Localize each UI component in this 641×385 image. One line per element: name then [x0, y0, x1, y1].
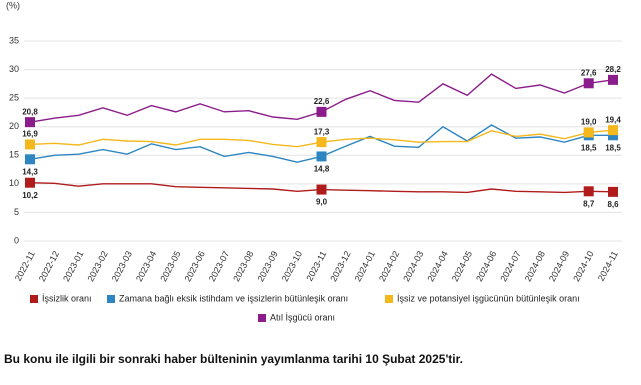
point-marker [608, 74, 618, 85]
y-tick-label: 20 [9, 121, 19, 131]
x-tick-label: 2023-08 [231, 249, 255, 283]
legend-label: Atıl İşgücü oranı [270, 312, 335, 322]
value-label: 10,2 [22, 191, 38, 200]
value-label: 14,3 [22, 167, 38, 176]
x-tick-label: 2023-07 [207, 249, 231, 283]
point-marker [608, 130, 618, 141]
footer-note: Bu konu ile ilgili bir sonraki haber bül… [4, 352, 463, 366]
point-marker [583, 78, 594, 89]
y-tick-label: 0 [14, 235, 19, 245]
legend-label: İşsizlik oranı [42, 293, 92, 303]
point-marker [608, 186, 618, 197]
x-tick-label: 2022-12 [37, 249, 61, 283]
x-tick-label: 2023-09 [255, 249, 279, 283]
y-tick-label: 25 [9, 93, 19, 103]
legend-swatch [385, 295, 393, 303]
y-tick-label: 15 [9, 150, 19, 160]
point-marker [25, 177, 35, 188]
x-tick-label: 2024-09 [547, 249, 571, 283]
value-label: 8,6 [607, 200, 619, 209]
y-axis-label: (%) [6, 0, 20, 10]
value-label: 22,6 [314, 97, 330, 106]
x-tick-label: 2023-02 [85, 249, 109, 283]
x-tick-label: 2024-08 [523, 249, 547, 283]
y-tick-label: 5 [14, 207, 19, 217]
x-tick-label: 2023-10 [280, 249, 304, 283]
point-marker [316, 106, 327, 117]
x-tick-label: 2023-12 [328, 249, 352, 283]
x-tick-label: 2024-04 [425, 249, 449, 283]
value-label: 28,2 [605, 65, 621, 74]
x-tick-label: 2024-07 [498, 249, 522, 283]
x-tick-label: 2024-03 [401, 249, 425, 283]
x-tick-label: 2023-11 [304, 249, 328, 282]
value-label: 18,5 [581, 143, 597, 152]
x-tick-label: 2023-06 [183, 249, 207, 283]
point-marker [316, 184, 327, 195]
value-label: 9,0 [316, 198, 328, 207]
point-marker [583, 186, 594, 197]
point-marker [25, 117, 35, 128]
point-marker [608, 125, 618, 136]
legend-label: İşsiz ve potansiyel işgücünün bütünleşik… [397, 293, 580, 303]
value-label: 17,3 [314, 127, 330, 136]
x-tick-label: 2024-01 [353, 249, 377, 283]
y-tick-label: 10 [9, 178, 19, 188]
x-tick-label: 2024-02 [377, 249, 401, 283]
value-label: 27,6 [581, 68, 597, 77]
value-label: 20,8 [22, 107, 38, 116]
point-marker [316, 137, 327, 148]
value-label: 14,8 [314, 165, 330, 174]
point-marker [25, 139, 35, 150]
legend-swatch [258, 314, 266, 322]
value-label: 19,4 [605, 115, 621, 124]
value-label: 16,9 [22, 130, 38, 139]
x-tick-label: 2023-05 [158, 249, 182, 283]
x-tick-label: 2024-11 [596, 249, 620, 282]
x-tick-label: 2024-05 [450, 249, 474, 283]
x-tick-label: 2022-11 [13, 249, 37, 282]
legend-swatch [107, 295, 115, 303]
x-tick-label: 2023-04 [134, 249, 158, 283]
value-label: 18,5 [605, 143, 621, 152]
point-marker [25, 154, 35, 165]
legend-swatch [30, 295, 38, 303]
legend-label: Zamana bağlı eksik istihdam ve işsizleri… [119, 293, 348, 303]
x-tick-label: 2023-01 [61, 249, 85, 283]
point-marker [316, 151, 327, 162]
x-tick-label: 2023-03 [110, 249, 134, 283]
y-tick-label: 35 [9, 35, 19, 45]
x-tick-label: 2024-06 [474, 249, 498, 283]
y-tick-label: 30 [9, 64, 19, 74]
value-label: 8,7 [583, 199, 595, 208]
x-tick-label: 2024-10 [571, 249, 595, 283]
point-marker [583, 127, 594, 138]
value-label: 19,0 [581, 118, 597, 127]
